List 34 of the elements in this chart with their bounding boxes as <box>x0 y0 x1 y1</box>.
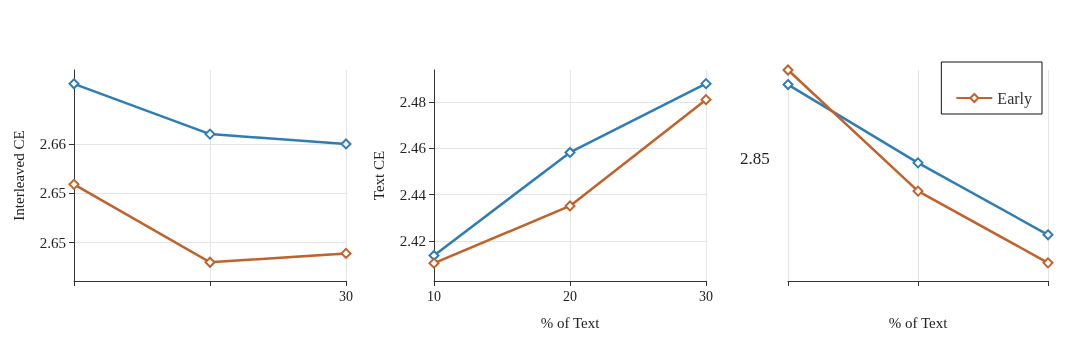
point <box>782 79 794 91</box>
point <box>700 94 712 106</box>
y-axis-title: Interleaved CE <box>10 130 27 221</box>
x-axis-title: % of Text <box>540 314 601 331</box>
legend-label: Early <box>997 89 1033 108</box>
point <box>564 146 576 158</box>
y-tick-label: 2.65 <box>39 185 66 202</box>
point <box>912 185 924 197</box>
text: 2.85 <box>740 149 770 168</box>
x-axis-title: % of Text <box>888 314 949 331</box>
y-tick-label: 2.46 <box>399 140 427 157</box>
point <box>340 138 352 150</box>
point <box>1042 257 1054 269</box>
x-tick-label: 20 <box>563 288 577 304</box>
y-axis-title: Text CE <box>370 150 387 201</box>
point <box>204 128 216 140</box>
y-tick-label: 2.65 <box>39 234 66 251</box>
y-tick-label: 2.66 <box>39 135 67 152</box>
x-tick-label: 30 <box>339 288 353 304</box>
point <box>700 78 712 90</box>
x-tick-label: 30 <box>699 288 713 304</box>
point <box>428 257 440 269</box>
x-tick-label: 10 <box>427 288 441 304</box>
point <box>782 64 794 76</box>
point <box>912 157 924 169</box>
y-tick-label: 2.44 <box>399 186 427 203</box>
y-tick-label: 2.48 <box>399 93 426 110</box>
point <box>564 200 576 212</box>
point <box>204 256 216 268</box>
point <box>68 78 80 90</box>
y-tick-label: 2.42 <box>399 232 426 249</box>
point <box>1042 229 1054 241</box>
point <box>340 247 352 259</box>
point <box>68 178 80 190</box>
